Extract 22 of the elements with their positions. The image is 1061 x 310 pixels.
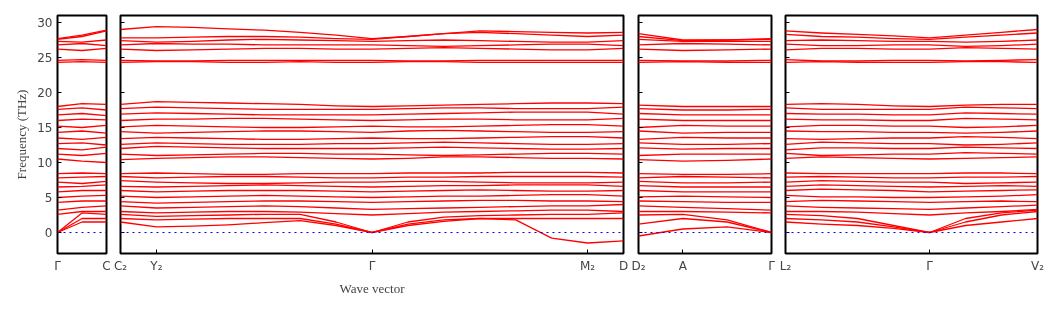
x-tick-label: Γ xyxy=(768,258,776,273)
y-tick-label: 25 xyxy=(37,51,53,65)
x-tick-label: Y₂ xyxy=(149,258,163,273)
x-tick-label: Γ xyxy=(54,258,62,273)
x-tick-label: D₂ xyxy=(631,258,646,273)
x-tick-label: C xyxy=(102,258,111,273)
y-tick-label: 15 xyxy=(37,121,53,135)
y-tick-label: 5 xyxy=(44,191,53,205)
y-tick-label: 20 xyxy=(37,86,53,100)
y-axis-title: Frequency (THz) xyxy=(14,89,30,180)
x-tick-label: C₂ xyxy=(113,258,128,273)
y-tick-label: 10 xyxy=(37,156,53,170)
y-tick-label: 0 xyxy=(44,226,53,240)
x-tick-label: L₂ xyxy=(779,258,792,273)
y-tick-label: 30 xyxy=(37,16,53,30)
x-tick-label: V₂ xyxy=(1030,258,1045,273)
x-axis-title: Wave vector xyxy=(339,280,406,296)
x-tick-label: Γ xyxy=(926,258,934,273)
x-tick-label: D xyxy=(618,258,629,273)
x-tick-label: Γ xyxy=(368,258,376,273)
x-tick-label: M₂ xyxy=(579,258,596,273)
x-tick-label: A xyxy=(678,258,688,273)
